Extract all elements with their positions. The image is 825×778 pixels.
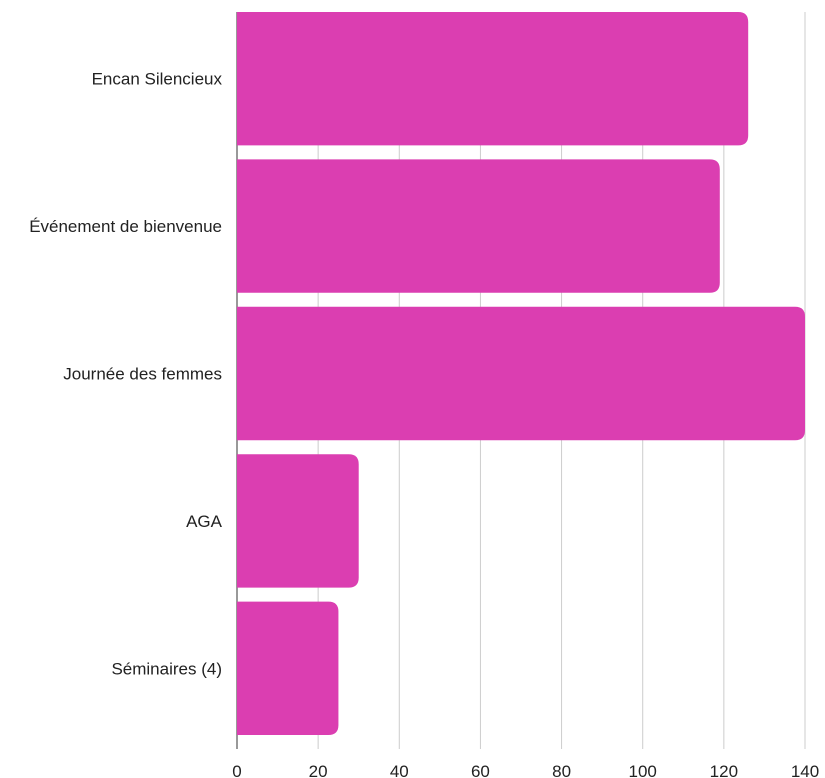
category-label: Séminaires (4)	[111, 659, 222, 678]
x-tick-label: 120	[710, 762, 738, 778]
bar	[237, 601, 339, 735]
category-labels: Encan Silencieux Événement de bienvenue Jo…	[29, 70, 222, 679]
x-tick-label: 20	[309, 762, 328, 778]
x-tick-label: 0	[232, 762, 241, 778]
category-label: Journée des femmes	[63, 364, 222, 383]
bar	[237, 306, 805, 441]
x-tick-label: 80	[552, 762, 571, 778]
bars	[237, 12, 805, 735]
x-tick-labels: 0 20 40 60 80 100 120 140	[232, 762, 819, 778]
x-tick-label: 60	[471, 762, 490, 778]
category-label: Encan Silencieux	[92, 70, 223, 89]
bar	[237, 12, 749, 146]
bar	[237, 159, 720, 293]
x-tick-label: 100	[629, 762, 657, 778]
x-tick-label: 140	[791, 762, 819, 778]
category-label: AGA	[186, 512, 223, 531]
x-tick-label: 40	[390, 762, 409, 778]
category-label: Événement de bienvenue	[29, 217, 222, 236]
bar	[237, 454, 359, 588]
